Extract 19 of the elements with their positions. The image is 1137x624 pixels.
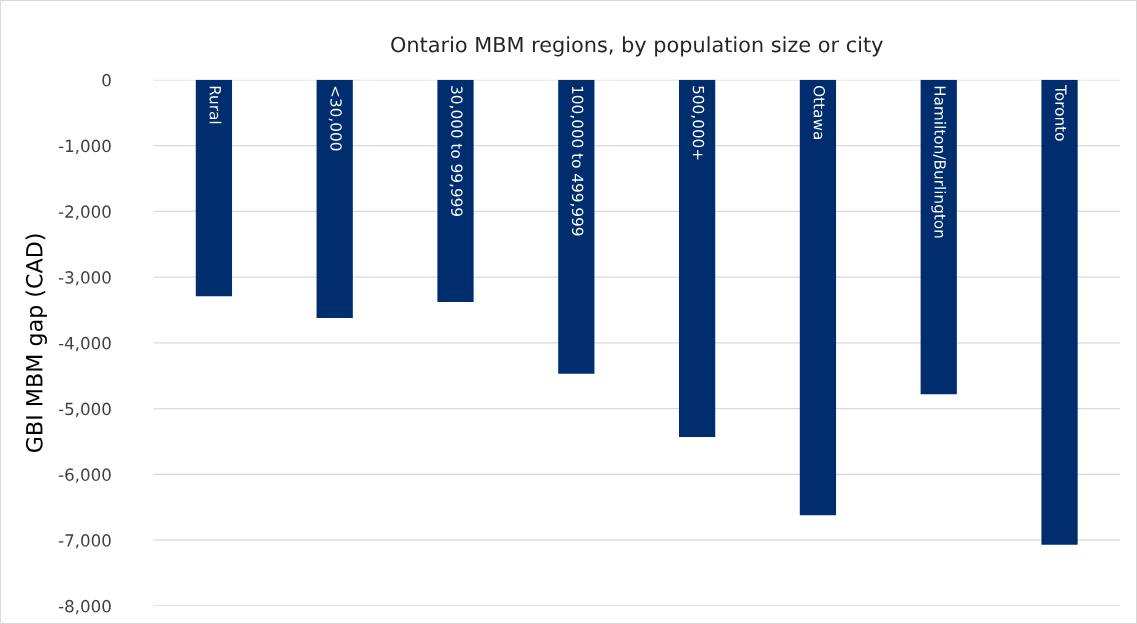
y-tick-label: -8,000 [58,599,111,615]
x-tick-label: 30,000 to 99,999 [449,86,463,217]
x-tick-label: Rural [209,86,222,124]
x-tick-label: 500,000+ [691,86,705,160]
y-tick-label: -3,000 [58,271,111,286]
y-tick-label: -6,000 [58,468,111,483]
y-tick-label: 0 [102,73,111,87]
y-tick-label: -1,000 [58,139,111,154]
y-tick-label: -2,000 [58,205,111,220]
y-tick-label: -7,000 [58,534,111,549]
x-tick-label: <30,000 [328,86,342,151]
x-tick-label: 100,000 to 499,999 [570,86,584,236]
y-axis-title: GBI MBM gap (CAD) [25,234,47,453]
chart-title: Ontario MBM regions, by population size or city [391,36,883,57]
y-tick-label: -5,000 [58,402,111,417]
x-tick-label: Toronto [1055,85,1067,141]
x-tick-label: Ottawa [813,85,826,139]
x-tick-label: Hamilton/Burlington [931,86,947,238]
y-tick-label: -4,000 [58,336,111,352]
